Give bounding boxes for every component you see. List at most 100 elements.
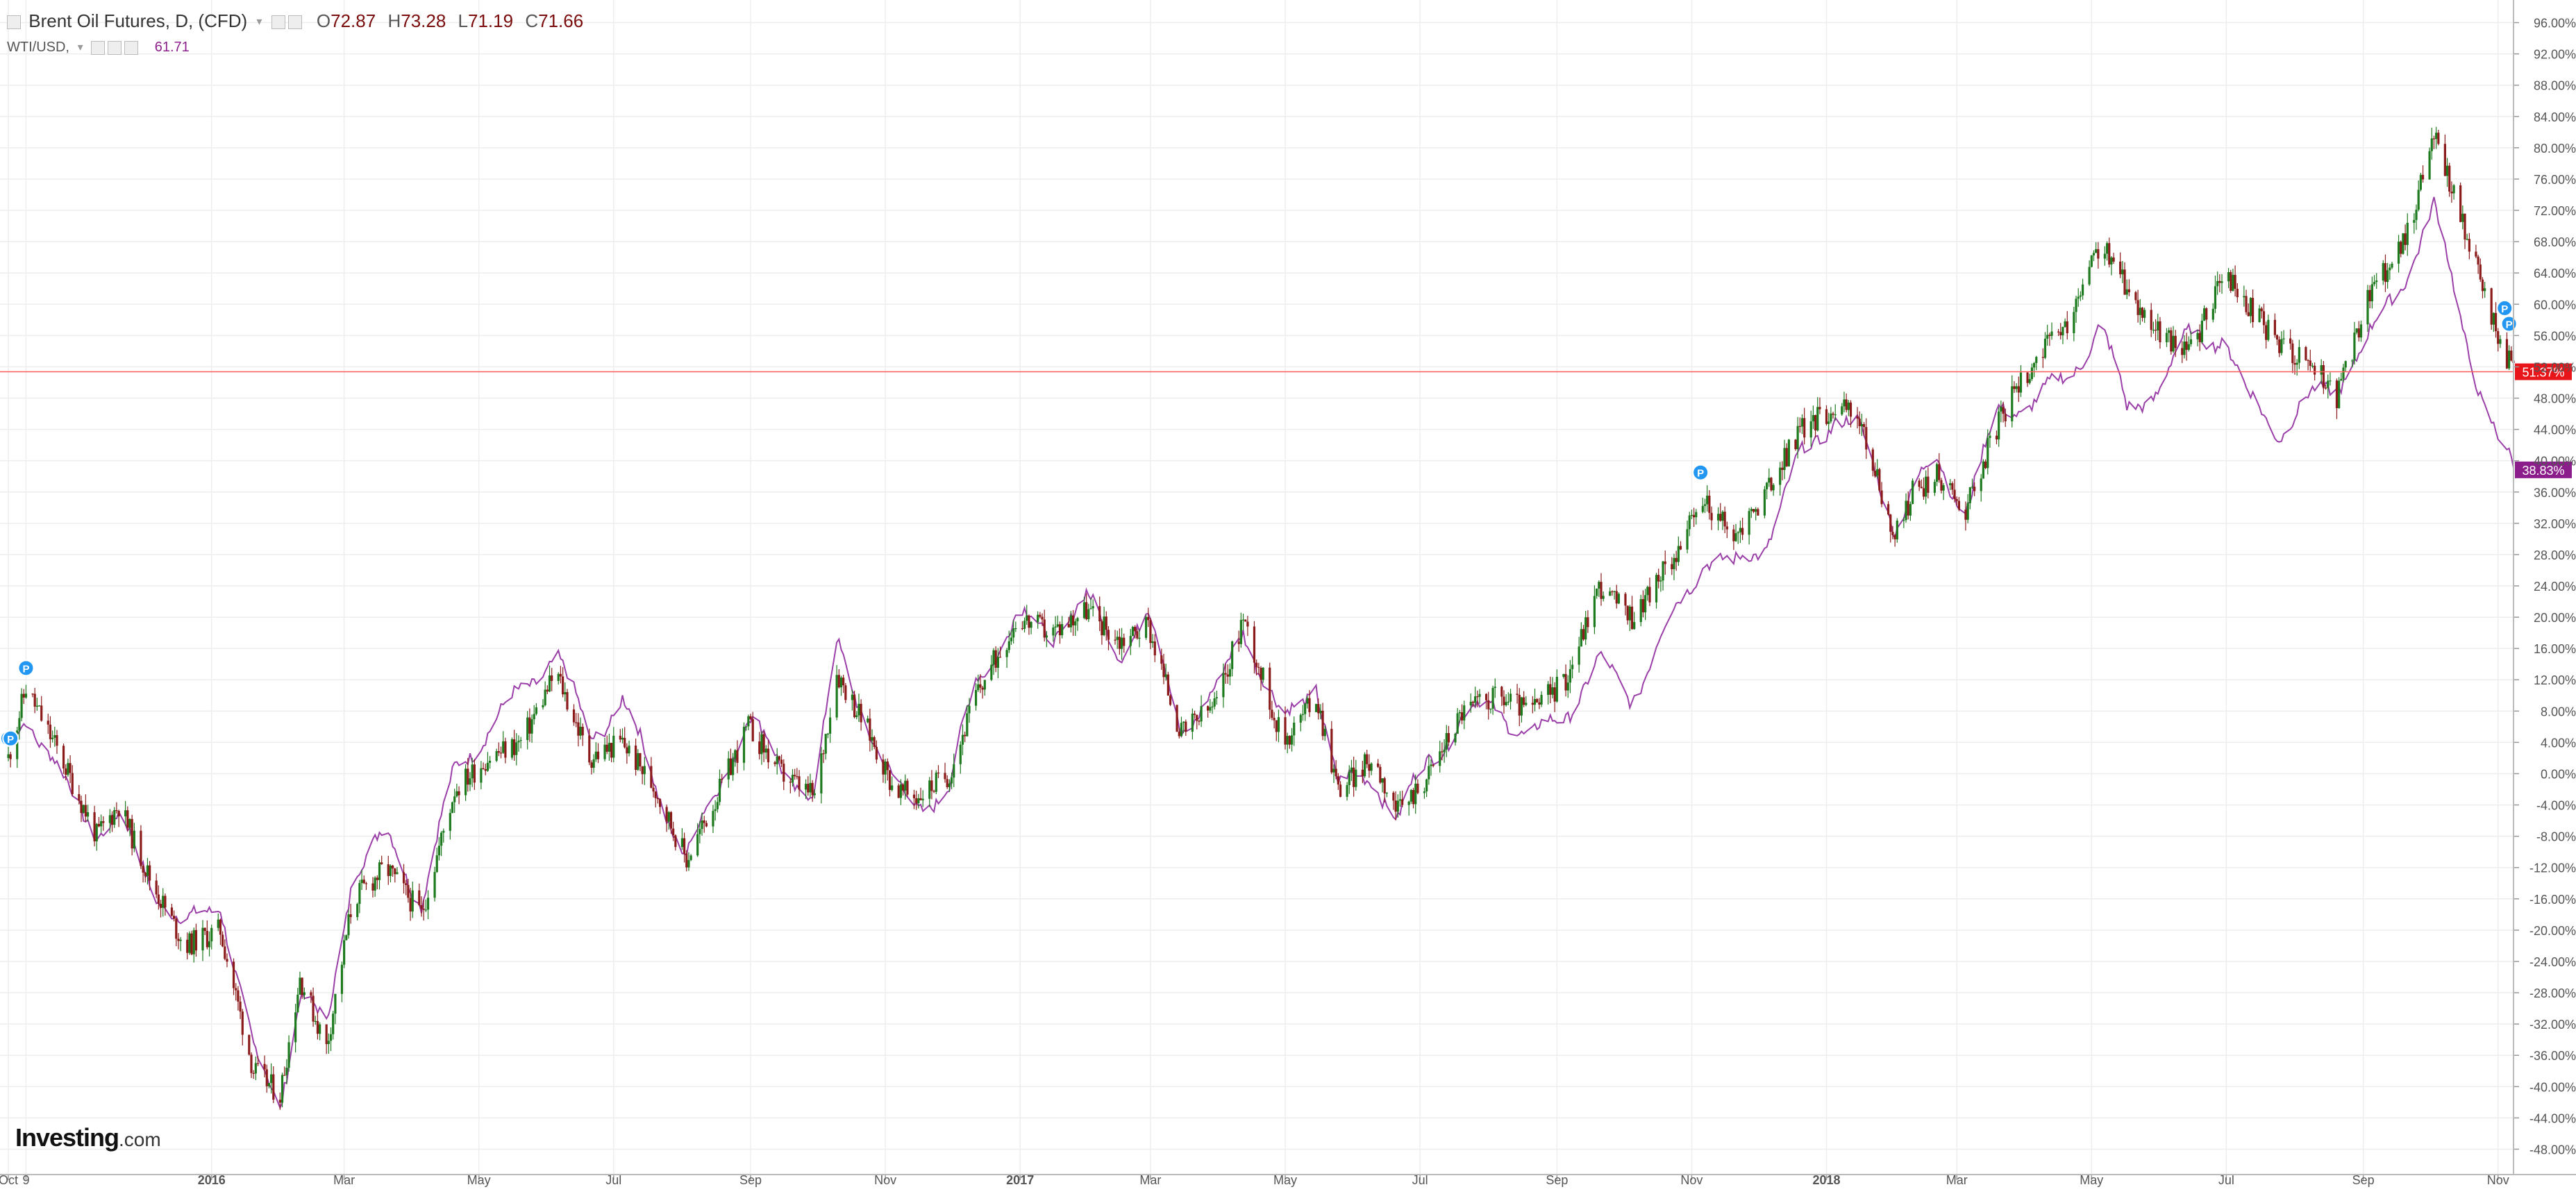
candle-body [418, 890, 421, 905]
candle-body [650, 766, 653, 788]
candle-body [1523, 697, 1525, 705]
candle-body [1021, 628, 1023, 630]
candle-body [1580, 629, 1582, 647]
candle-body [2245, 296, 2248, 312]
candle-body [1445, 733, 1448, 750]
chart-overlays: 51.37%38.83%PPPPPP [0, 299, 2572, 747]
candle-body [303, 992, 306, 995]
candle-body [124, 810, 127, 817]
candle-body [237, 990, 240, 1002]
candle-body [1865, 427, 1868, 450]
event-marker-icon [17, 659, 35, 677]
candle-body [1045, 635, 1048, 638]
candle-body [851, 694, 853, 700]
settings-icon[interactable] [271, 15, 285, 30]
hide-icon[interactable] [108, 40, 122, 55]
candle-body [2075, 298, 2077, 312]
candle-body [778, 756, 780, 760]
candle-body [1688, 515, 1691, 530]
candle-body [1494, 687, 1496, 688]
candle-body [2247, 312, 2250, 317]
x-tick-label: 2017 [1006, 1173, 1034, 1187]
candle-body [51, 737, 54, 739]
candle-body [1549, 684, 1552, 695]
chevron-down-icon[interactable]: ▾ [256, 16, 262, 28]
open-label: O [316, 10, 331, 31]
investing-logo[interactable]: Investing.com [15, 1123, 161, 1152]
candle-body [637, 752, 639, 771]
candle-body [173, 916, 176, 919]
candle-body [1562, 673, 1565, 678]
candle-body [2046, 335, 2049, 339]
candle-body [1880, 490, 1883, 505]
candle-body [486, 762, 490, 771]
main-symbol-title[interactable]: Brent Oil Futures, D, (CFD) [28, 10, 248, 31]
candle-body [84, 805, 87, 817]
candle-body [1114, 639, 1116, 641]
candle-body [252, 1073, 255, 1074]
candle-body [345, 935, 348, 941]
y-tick-label: -36.00% [2529, 1049, 2576, 1063]
candle-body [267, 1083, 271, 1086]
candle-body [977, 684, 980, 691]
candle-body [232, 961, 235, 989]
candle-body [2110, 257, 2113, 265]
candle-body [433, 872, 436, 898]
candle-body [535, 707, 538, 714]
candle-body [1871, 449, 1874, 471]
candle-body [356, 904, 359, 918]
compare-symbol[interactable]: WTI/USD, [7, 40, 69, 56]
candle-body [577, 722, 580, 736]
candle-body [1856, 417, 1859, 419]
candle-body [40, 705, 43, 721]
candle-body [1966, 503, 1969, 520]
candle-body [1226, 674, 1229, 677]
candle-body [734, 750, 737, 759]
candle-body [453, 796, 456, 802]
candle-body [897, 785, 900, 798]
candle-body [2064, 321, 2066, 327]
candle-body [2079, 295, 2082, 297]
candle-body [2305, 347, 2307, 360]
candle-body [1153, 641, 1156, 656]
high-value: 73.28 [401, 10, 446, 31]
candle-body [605, 744, 608, 752]
candle-body [278, 1100, 281, 1103]
candle-body [1200, 706, 1203, 722]
candle-body [155, 880, 158, 895]
candle-body [110, 815, 114, 825]
candle-body [581, 726, 584, 736]
candle-body [296, 994, 299, 1013]
candle-body [1516, 693, 1519, 695]
event-marker-icon [1692, 464, 1709, 481]
candle-body [283, 1075, 286, 1076]
candle-body [674, 835, 677, 848]
chevron-down-icon[interactable]: ▾ [77, 41, 83, 53]
candle-body [1412, 790, 1415, 805]
collapse-icon[interactable] [7, 15, 21, 30]
candle-body [2200, 320, 2203, 342]
candle-body [1615, 591, 1618, 604]
candle-body [760, 734, 763, 755]
candle-body [747, 716, 750, 727]
candle-body [1657, 575, 1660, 582]
candle-body [530, 719, 533, 734]
candle-body [2382, 263, 2384, 281]
candle-body [1339, 784, 1342, 797]
candle-body [131, 818, 133, 849]
candle-body [1641, 599, 1645, 613]
candle-body [49, 724, 52, 739]
candle-body [2048, 335, 2051, 336]
close-icon[interactable] [124, 40, 139, 55]
candle-body [1069, 615, 1072, 628]
candle-body [1058, 624, 1062, 636]
hide-icon[interactable] [287, 15, 302, 30]
settings-icon[interactable] [91, 40, 106, 55]
candle-body [299, 977, 301, 995]
candle-body [921, 798, 924, 800]
candle-body [469, 778, 471, 785]
candle-body [1596, 588, 1598, 596]
candle-body [858, 703, 860, 716]
candle-body [1241, 619, 1245, 621]
